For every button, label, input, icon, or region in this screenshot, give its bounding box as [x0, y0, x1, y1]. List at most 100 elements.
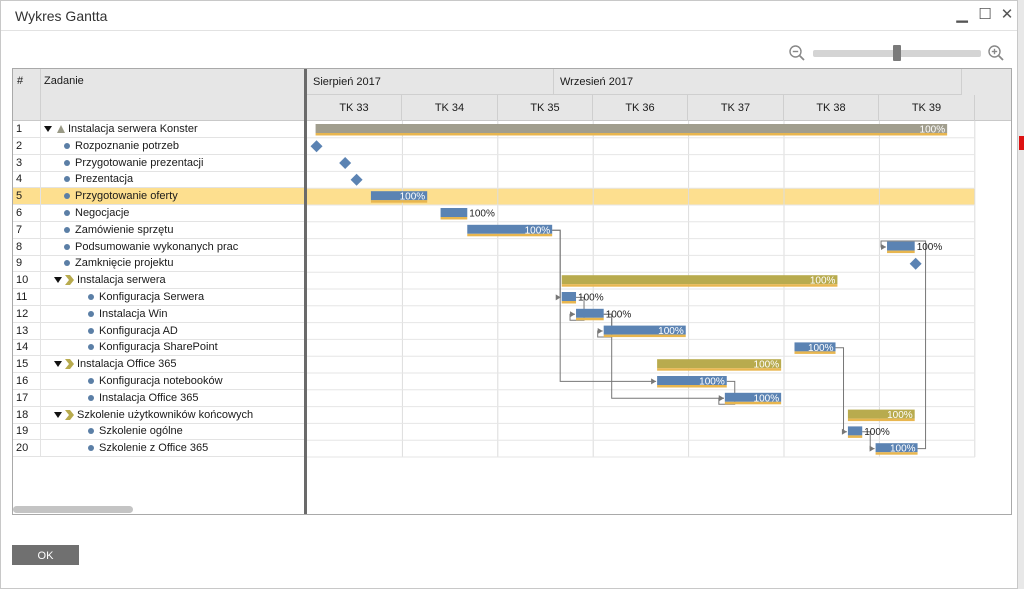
task-name[interactable]: Prezentacja	[75, 173, 134, 186]
progress-underline	[794, 351, 836, 354]
progress-underline	[561, 301, 577, 304]
summary-task-icon	[57, 125, 65, 133]
task-name[interactable]: Przygotowanie oferty	[75, 190, 178, 203]
task-bar[interactable]	[603, 325, 686, 335]
task-name[interactable]: Szkolenie użytkowników końcowych	[77, 408, 254, 421]
chevron-down-icon[interactable]	[54, 361, 62, 368]
chevron-down-icon[interactable]	[54, 277, 62, 284]
project-summary-bar[interactable]	[315, 124, 948, 133]
table-row[interactable]: 7 Zamówienie sprzętu	[13, 221, 305, 239]
task-bar[interactable]	[657, 376, 727, 385]
table-row[interactable]: 6 Negocjacje	[13, 205, 305, 222]
progress-label: 100%	[469, 209, 495, 220]
task-bar[interactable]	[370, 191, 428, 201]
table-row[interactable]: 11 Konfiguracja Serwera	[13, 289, 305, 306]
table-row[interactable]: 8 Podsumowanie wykonanych prac	[13, 238, 305, 256]
milestone-diamond[interactable]	[339, 157, 352, 169]
task-bullet-icon	[88, 445, 94, 452]
chevron-down-icon[interactable]	[54, 411, 62, 418]
task-name[interactable]: Instalacja Office 365	[77, 358, 177, 371]
dependency-arrow	[555, 294, 561, 301]
table-row[interactable]: 17 Instalacja Office 365	[13, 389, 305, 407]
table-row[interactable]: 4 Prezentacja	[13, 171, 305, 189]
task-name[interactable]: Konfiguracja notebooków	[99, 375, 223, 387]
group-summary-bar[interactable]	[657, 359, 782, 369]
progress-underline	[847, 435, 863, 438]
table-row[interactable]: 18 Szkolenie użytkowników końcowych	[13, 406, 305, 424]
table-row[interactable]: 12 Instalacja Win	[13, 305, 305, 323]
task-bar[interactable]	[724, 392, 782, 402]
close-icon[interactable]: ✕	[1000, 6, 1014, 23]
progress-underline	[657, 368, 782, 371]
milestone-diamond[interactable]	[310, 140, 323, 153]
progress-underline	[315, 133, 948, 136]
chevron-down-icon[interactable]	[44, 126, 52, 132]
horizontal-scrollbar[interactable]	[13, 506, 133, 513]
task-bar[interactable]	[875, 443, 918, 453]
dependency-arrow	[869, 445, 875, 452]
dependency-arrow	[841, 428, 847, 435]
task-name[interactable]: Szkolenie ogólne	[99, 425, 183, 438]
maximize-icon[interactable]: ☐	[978, 6, 992, 23]
group-summary-bar[interactable]	[561, 275, 838, 285]
table-row[interactable]: 9 Zamknięcie projektu	[13, 255, 305, 273]
table-row[interactable]: 13 Konfiguracja AD	[13, 322, 305, 340]
table-row[interactable]: 3 Przygotowanie prezentacji	[13, 154, 305, 172]
zoom-slider-handle[interactable]	[893, 45, 901, 61]
minimize-icon[interactable]: ▁	[956, 6, 968, 23]
task-name[interactable]: Instalacja Office 365	[99, 391, 199, 404]
milestone-diamond[interactable]	[350, 173, 363, 186]
task-name[interactable]: Zamówienie sprzętu	[75, 223, 174, 236]
task-name[interactable]: Przygotowanie prezentacji	[75, 156, 204, 169]
task-bar[interactable]	[561, 292, 577, 301]
task-name[interactable]: Rozpoznanie potrzeb	[75, 139, 179, 152]
task-name[interactable]: Negocjacje	[75, 207, 130, 219]
task-bullet-icon	[64, 193, 70, 200]
table-row[interactable]: 2 Rozpoznanie potrzeb	[13, 137, 305, 155]
zoom-out-icon[interactable]	[788, 44, 806, 62]
title-bar[interactable]: Wykres Gantta ▁ ☐ ✕	[1, 1, 1017, 31]
task-bar[interactable]	[576, 308, 604, 318]
column-divider[interactable]	[40, 69, 41, 121]
task-name[interactable]: Zamknięcie projektu	[75, 257, 174, 270]
progress-label: 100%	[658, 326, 684, 337]
dependency-arrow	[881, 244, 887, 250]
row-number: 13	[13, 322, 41, 340]
table-row[interactable]: 15 Instalacja Office 365	[13, 356, 305, 374]
table-row[interactable]: 16 Konfiguracja notebooków	[13, 373, 305, 390]
task-name[interactable]: Podsumowanie wykonanych prac	[75, 240, 239, 253]
task-bar[interactable]	[440, 208, 468, 217]
progress-label: 100%	[606, 309, 632, 320]
row-number: 12	[13, 305, 41, 323]
row-number: 18	[13, 406, 41, 424]
task-name[interactable]: Konfiguracja SharePoint	[99, 341, 218, 354]
ok-button[interactable]: OK	[12, 545, 79, 565]
progress-underline	[440, 217, 468, 220]
column-header-task[interactable]: Zadanie	[44, 75, 84, 87]
task-bar[interactable]	[887, 241, 915, 251]
task-bullet-icon	[88, 428, 94, 435]
task-name[interactable]: Instalacja serwera Konster	[68, 123, 198, 135]
table-row[interactable]: 10 Instalacja serwera	[13, 272, 305, 290]
month-header: Sierpień 2017	[307, 69, 554, 95]
week-header: TK 35	[498, 95, 593, 121]
task-name[interactable]: Instalacja Win	[99, 307, 168, 320]
task-bar[interactable]	[794, 342, 836, 352]
task-bar[interactable]	[467, 224, 553, 234]
table-row[interactable]: 1 Instalacja serwera Konster	[13, 121, 305, 138]
table-row[interactable]: 5 Przygotowanie oferty	[13, 188, 305, 206]
task-name[interactable]: Szkolenie z Office 365	[99, 442, 209, 455]
milestone-diamond[interactable]	[909, 257, 922, 270]
group-summary-bar[interactable]	[847, 409, 915, 419]
task-name[interactable]: Konfiguracja AD	[99, 324, 178, 337]
table-row[interactable]: 20 Szkolenie z Office 365	[13, 440, 305, 458]
task-name[interactable]: Instalacja serwera	[77, 274, 166, 287]
progress-underline	[603, 334, 686, 338]
table-row[interactable]: 14 Konfiguracja SharePoint	[13, 339, 305, 357]
column-header-number[interactable]: #	[17, 75, 24, 87]
pane-splitter[interactable]	[304, 69, 307, 514]
task-bar[interactable]	[847, 426, 863, 436]
table-row[interactable]: 19 Szkolenie ogólne	[13, 423, 305, 441]
task-name[interactable]: Konfiguracja Serwera	[99, 291, 205, 303]
zoom-in-icon[interactable]	[987, 44, 1005, 62]
